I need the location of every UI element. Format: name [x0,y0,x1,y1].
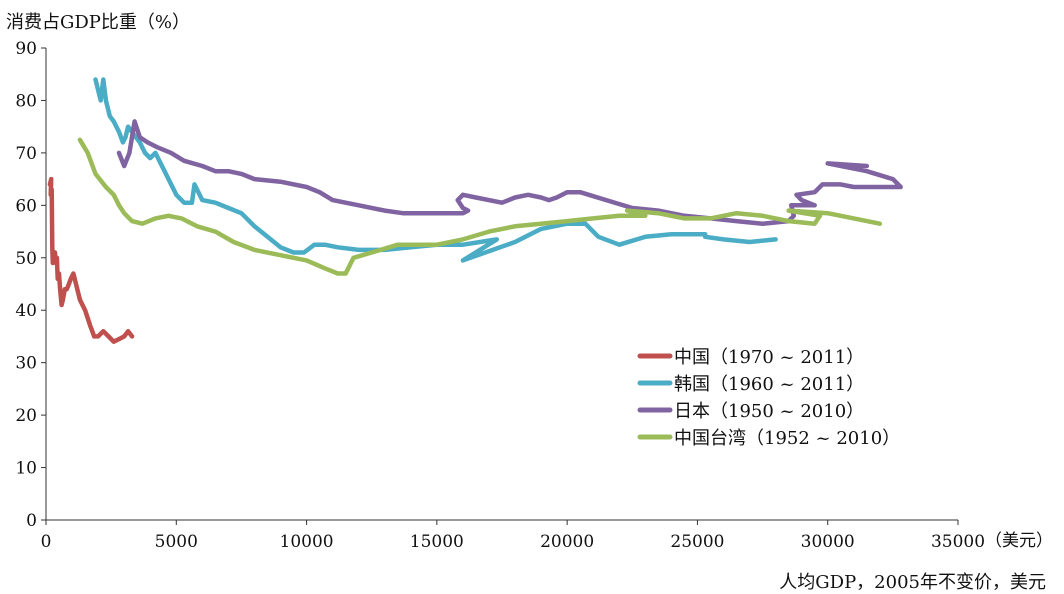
legend-label: 中国（1970 ~ 2011） [674,347,864,368]
series-line-4 [77,137,883,276]
series-group [47,77,903,344]
legend: 中国（1970 ~ 2011） 韩国（1960 ~ 2011） 日本（1950 ~ … [637,347,900,449]
series-line-2 [93,77,778,263]
x-tick-label: 15000 [410,532,464,552]
y-tick-label: 0 [26,511,37,531]
axes [45,48,958,521]
x-tick-label: 25000 [670,532,724,552]
y-axis-title: 消费占GDP比重（%） [6,12,190,33]
x-tick-label: 5000 [155,532,198,552]
x-tick-label: 10000 [280,532,334,552]
legend-label: 中国台湾（1952 ~ 2010） [674,428,900,449]
x-tick-label: 35000 [931,532,985,552]
y-axis: 0 10 20 30 40 50 60 70 80 90 [15,39,46,531]
legend-label: 日本（1950 ~ 2010） [674,401,864,422]
y-tick-label: 30 [15,354,37,374]
x-tick-label: 0 [41,532,52,552]
y-tick-label: 60 [15,196,37,216]
legend-label: 韩国（1960 ~ 2011） [674,374,864,395]
x-tick-label: 20000 [540,532,594,552]
y-tick-label: 80 [15,91,37,111]
series-line-3 [116,119,903,226]
series-line-1 [47,176,135,344]
x-axis-title: 人均GDP，2005年不变价，美元 [779,572,1046,593]
x-axis: 0 5000 10000 15000 20000 25000 30000 35000 [41,520,985,552]
y-tick-label: 20 [15,406,37,426]
x-axis-unit-label: （美元） [985,531,1053,551]
x-tick-label: 30000 [801,532,855,552]
y-tick-label: 90 [15,39,37,59]
y-tick-label: 10 [15,459,37,479]
y-tick-label: 50 [15,249,37,269]
y-tick-label: 70 [15,144,37,164]
y-tick-label: 40 [15,301,37,321]
